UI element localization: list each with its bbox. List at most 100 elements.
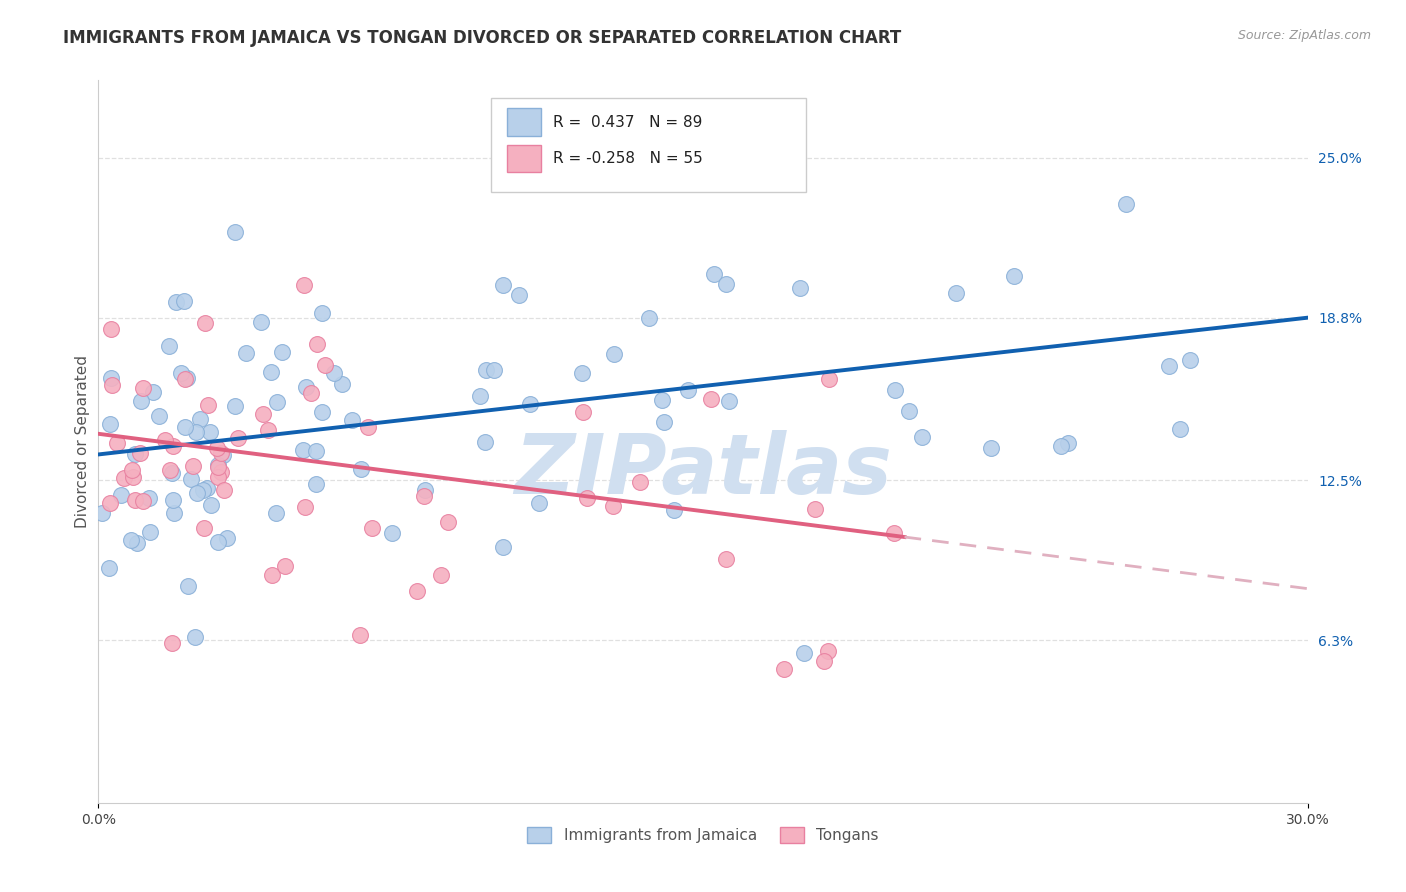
Point bbox=[100, 371, 122, 385]
Point bbox=[1168, 421, 1191, 435]
Point bbox=[173, 420, 195, 434]
Point bbox=[323, 367, 346, 381]
Point bbox=[107, 436, 129, 450]
Point bbox=[121, 463, 143, 477]
Point bbox=[226, 431, 249, 445]
Point bbox=[716, 277, 738, 292]
Point bbox=[406, 584, 429, 599]
Point bbox=[415, 483, 437, 497]
Point bbox=[883, 526, 905, 541]
Point bbox=[186, 486, 208, 500]
Bar bbox=[508, 145, 541, 172]
Point bbox=[883, 383, 905, 397]
Point bbox=[98, 496, 121, 510]
Point bbox=[897, 404, 920, 418]
Point bbox=[311, 306, 333, 320]
Point bbox=[184, 630, 207, 644]
Point bbox=[212, 483, 235, 498]
Point bbox=[98, 561, 121, 575]
Point bbox=[482, 362, 505, 376]
Point bbox=[662, 503, 685, 517]
Point bbox=[717, 393, 740, 408]
Point bbox=[772, 662, 794, 676]
Point bbox=[527, 495, 550, 509]
Point bbox=[508, 288, 530, 302]
Point bbox=[980, 441, 1002, 455]
Point bbox=[112, 471, 135, 485]
Point bbox=[198, 425, 221, 439]
Point bbox=[793, 646, 815, 660]
Point bbox=[197, 398, 219, 412]
Point bbox=[628, 475, 651, 489]
Point bbox=[188, 412, 211, 426]
Point bbox=[294, 379, 316, 393]
Point bbox=[200, 498, 222, 512]
Point bbox=[91, 506, 114, 520]
Point bbox=[120, 533, 142, 548]
Point bbox=[101, 377, 124, 392]
Point bbox=[162, 493, 184, 508]
Point bbox=[311, 405, 333, 419]
Point bbox=[299, 386, 322, 401]
Point bbox=[676, 383, 699, 397]
Point bbox=[1115, 197, 1137, 211]
Point bbox=[207, 469, 229, 483]
Point bbox=[165, 294, 187, 309]
Point bbox=[215, 531, 238, 545]
Point bbox=[381, 525, 404, 540]
Point bbox=[652, 415, 675, 429]
Point bbox=[260, 567, 283, 582]
Point bbox=[224, 225, 246, 239]
Point bbox=[637, 311, 659, 326]
Point bbox=[1180, 353, 1202, 368]
Point bbox=[173, 294, 195, 309]
Point bbox=[430, 568, 453, 582]
Point bbox=[273, 558, 295, 573]
Point bbox=[817, 372, 839, 386]
Point bbox=[177, 578, 200, 592]
Point bbox=[252, 407, 274, 421]
Point bbox=[162, 440, 184, 454]
Point bbox=[1050, 439, 1073, 453]
Point bbox=[162, 636, 184, 650]
Point bbox=[207, 535, 229, 549]
Point bbox=[124, 492, 146, 507]
Point bbox=[193, 521, 215, 535]
Point bbox=[789, 280, 811, 294]
Point bbox=[332, 377, 354, 392]
Point bbox=[180, 472, 202, 486]
Point bbox=[305, 477, 328, 491]
Point bbox=[475, 363, 498, 377]
Point bbox=[817, 644, 839, 658]
Point bbox=[132, 494, 155, 508]
Point bbox=[491, 541, 513, 555]
Point bbox=[209, 465, 232, 479]
Point bbox=[572, 405, 595, 419]
FancyBboxPatch shape bbox=[492, 98, 806, 193]
Point bbox=[159, 463, 181, 477]
Point bbox=[195, 482, 218, 496]
Point bbox=[128, 445, 150, 459]
Point bbox=[212, 448, 235, 462]
Point bbox=[224, 400, 246, 414]
Point bbox=[357, 420, 380, 434]
Point bbox=[945, 286, 967, 301]
Point bbox=[575, 491, 598, 505]
Point bbox=[305, 444, 328, 458]
Point bbox=[100, 322, 122, 336]
Point bbox=[207, 460, 229, 475]
Point bbox=[305, 337, 328, 351]
Point bbox=[266, 394, 288, 409]
Point bbox=[602, 500, 624, 514]
Point bbox=[153, 433, 176, 447]
Point bbox=[162, 506, 184, 520]
Point bbox=[194, 316, 217, 330]
Point bbox=[270, 344, 292, 359]
Point bbox=[160, 466, 183, 480]
Point bbox=[174, 371, 197, 385]
Point bbox=[176, 371, 198, 385]
Point bbox=[492, 277, 515, 292]
Point bbox=[911, 430, 934, 444]
Point bbox=[264, 506, 287, 520]
Point bbox=[292, 278, 315, 293]
